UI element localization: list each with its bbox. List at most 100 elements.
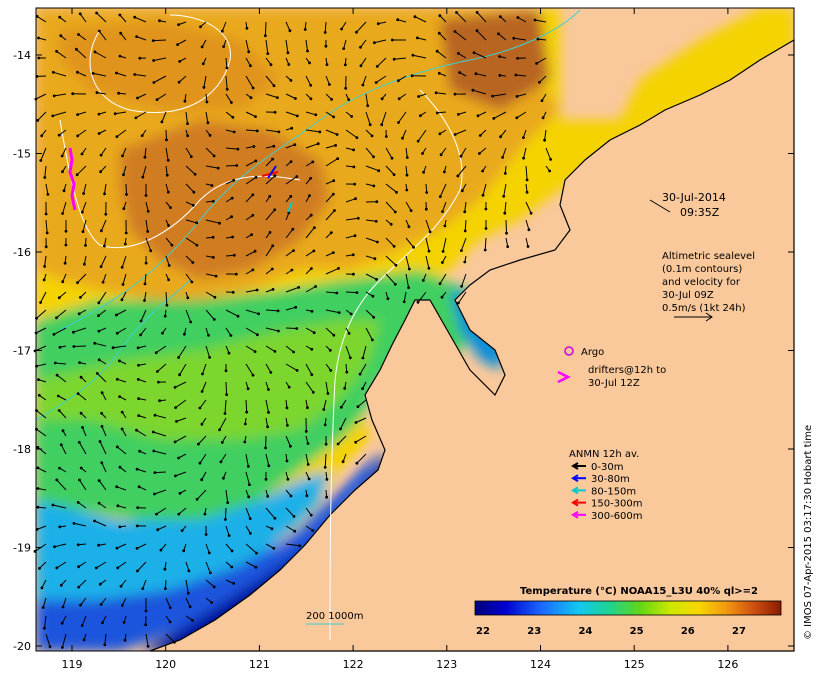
velocity-arrow-head [97, 479, 101, 482]
velocity-arrow [135, 111, 147, 119]
velocity-arrow-head [527, 228, 531, 232]
velocity-arrow [265, 129, 279, 133]
velocity-arrow-head [180, 529, 184, 532]
velocity-arrow-head [347, 332, 351, 335]
anmn-arrow-blue [267, 165, 277, 179]
velocity-arrow [225, 93, 232, 103]
velocity-arrow-head [409, 209, 413, 213]
velocity-arrow [35, 93, 47, 100]
velocity-arrow-head [118, 359, 121, 363]
velocity-arrow [77, 393, 87, 401]
velocity-arrow-head [380, 123, 384, 127]
velocity-arrow [205, 147, 215, 157]
velocity-arrow-head [104, 212, 108, 216]
drifter-track [68, 147, 77, 211]
velocity-arrow-head [396, 18, 400, 22]
velocity-arrow-head [151, 430, 155, 434]
velocity-arrow-head [76, 501, 80, 504]
velocity-arrow-head [353, 234, 357, 238]
velocity-arrow [82, 427, 87, 437]
velocity-arrow-head [36, 487, 40, 490]
velocity-arrow-head [290, 126, 294, 130]
velocity-arrow-head [303, 28, 307, 31]
velocity-arrow-head [227, 534, 231, 537]
velocity-arrow-head [256, 333, 259, 337]
velocity-arrow-head [51, 114, 55, 118]
velocity-arrow-head [324, 442, 328, 446]
velocity-arrow [145, 201, 149, 212]
velocity-arrow-head [525, 190, 529, 194]
velocity-arrow-head [540, 99, 544, 102]
velocity-arrow-head [170, 243, 174, 247]
velocity-arrow-head [251, 86, 255, 90]
velocity-arrow-head [113, 112, 117, 116]
velocity-arrow-head [154, 351, 158, 355]
velocity-arrow-head [475, 29, 479, 33]
velocity-arrow-head [230, 565, 234, 569]
velocity-arrow [398, 111, 407, 123]
lon-tick-label: 123 [436, 658, 457, 671]
velocity-arrow-head [118, 395, 121, 398]
velocity-arrow-head [176, 43, 180, 46]
velocity-arrow-head [97, 132, 101, 135]
velocity-arrow-head [371, 338, 374, 342]
velocity-arrow-head [416, 36, 419, 40]
velocity-arrow-head [332, 333, 336, 337]
velocity-arrow-head [211, 256, 215, 259]
velocity-arrow [119, 14, 127, 23]
velocity-arrow [62, 597, 67, 608]
velocity-arrow [157, 525, 167, 531]
velocity-arrow-head [254, 565, 258, 569]
anmn-legend-arrowhead [571, 462, 579, 470]
velocity-arrow-head [71, 92, 75, 96]
velocity-arrow [442, 237, 447, 252]
velocity-arrow-head [231, 115, 235, 119]
velocity-arrow-head [229, 334, 233, 337]
velocity-arrow-head [53, 361, 57, 365]
velocity-arrow [56, 374, 67, 383]
velocity-arrow-head [94, 566, 98, 570]
velocity-arrow-head [153, 471, 157, 474]
velocity-arrow-head [438, 282, 442, 286]
velocity-arrow-head [307, 477, 311, 481]
velocity-arrow [425, 255, 430, 269]
velocity-arrow [324, 453, 327, 468]
velocity-arrow [178, 453, 187, 459]
velocity-arrow [78, 561, 87, 568]
velocity-arrow-head [245, 26, 249, 30]
velocity-arrow-head [232, 178, 236, 182]
velocity-arrow-head [207, 551, 211, 555]
velocity-arrow [515, 74, 527, 77]
velocity-arrow-head [62, 189, 66, 193]
velocity-arrow [525, 165, 528, 180]
velocity-arrow-head [202, 86, 206, 89]
velocity-arrow-head [57, 409, 61, 412]
velocity-arrow-head [167, 278, 171, 282]
velocity-arrow-head [231, 235, 235, 239]
velocity-arrow [482, 183, 487, 196]
velocity-arrow-head [416, 139, 420, 143]
velocity-arrow-head [309, 83, 313, 87]
velocity-arrow [464, 201, 467, 212]
velocity-arrow-head [167, 224, 170, 227]
velocity-arrow-head [204, 533, 208, 536]
velocity-arrow-head [310, 347, 314, 351]
velocity-arrow-head [247, 50, 251, 54]
velocity-arrow [117, 327, 127, 334]
velocity-arrow-head [157, 380, 160, 384]
velocity-arrow-head [115, 313, 118, 317]
velocity-arrow-head [137, 414, 141, 417]
velocity-arrow-head [407, 225, 411, 229]
velocity-arrow [245, 39, 250, 52]
velocity-arrow-head [428, 230, 432, 234]
velocity-arrow-head [250, 233, 254, 237]
velocity-arrow [305, 143, 319, 149]
velocity-arrow [245, 289, 258, 293]
velocity-arrow-head [339, 427, 342, 431]
velocity-arrow-head [311, 160, 315, 164]
velocity-arrow-head [390, 38, 394, 42]
velocity-arrow [61, 633, 67, 648]
velocity-arrow-head [264, 446, 267, 450]
velocity-arrow-head [115, 485, 119, 489]
velocity-arrow-head [182, 549, 186, 553]
